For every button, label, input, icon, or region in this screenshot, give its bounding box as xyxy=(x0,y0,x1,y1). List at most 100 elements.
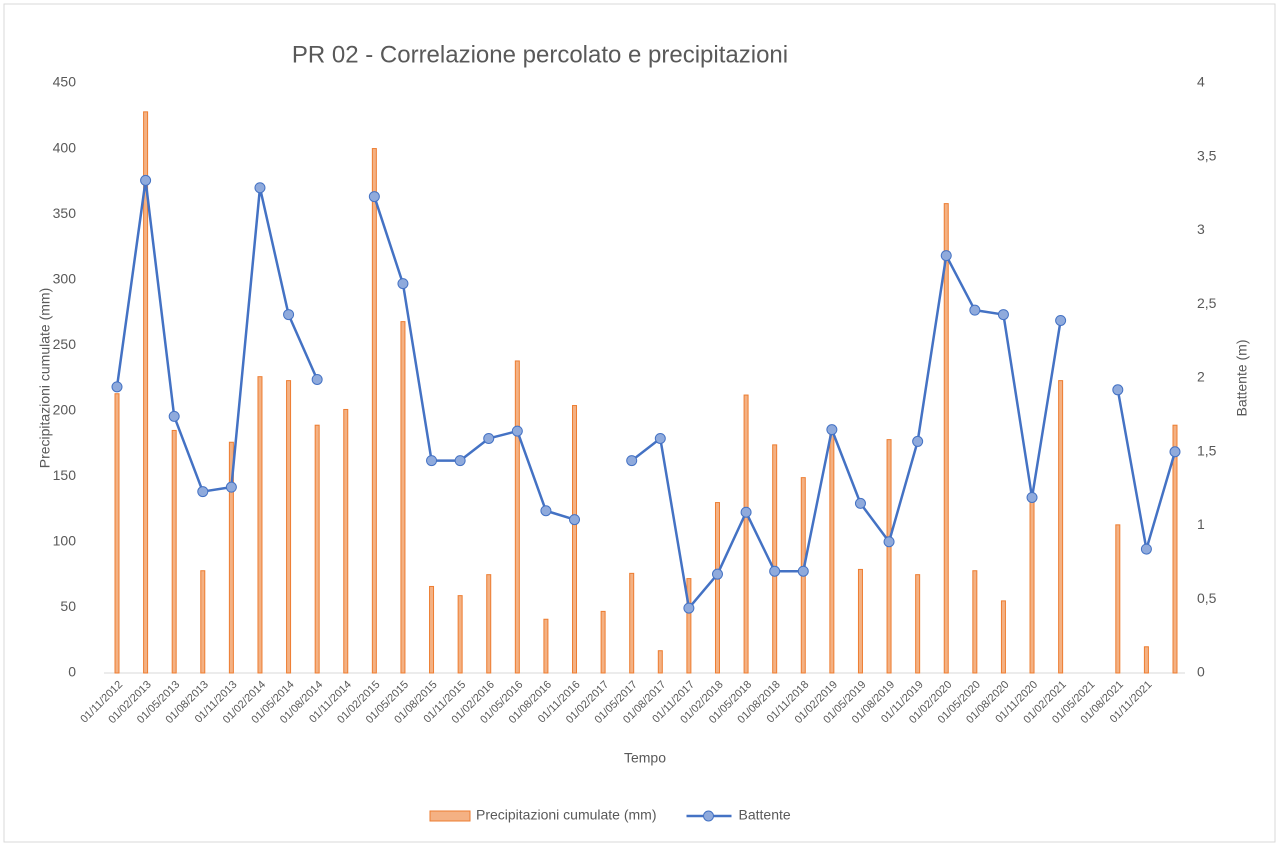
marker xyxy=(769,565,781,577)
marker xyxy=(940,250,952,262)
y-tick-label: 400 xyxy=(53,139,77,155)
bar xyxy=(200,570,206,674)
bar xyxy=(915,574,921,674)
bar xyxy=(371,148,377,674)
x-axis-label: Tempo xyxy=(624,750,666,766)
bar xyxy=(600,610,606,674)
bar xyxy=(543,618,549,674)
y-tick-label: 150 xyxy=(53,467,77,483)
marker xyxy=(883,536,895,548)
marker xyxy=(140,174,152,186)
y-tick-label: 50 xyxy=(60,598,76,614)
bar xyxy=(686,578,692,674)
bar xyxy=(228,441,234,674)
marker xyxy=(283,309,295,321)
bar xyxy=(1172,424,1178,674)
bar xyxy=(343,408,349,674)
marker xyxy=(1112,384,1124,396)
marker xyxy=(311,373,323,385)
bar xyxy=(1000,600,1006,674)
y2-tick-label: 3,5 xyxy=(1197,147,1217,163)
legend-swatch xyxy=(429,810,471,822)
bar xyxy=(972,570,978,674)
marker xyxy=(969,304,981,316)
y2-tick-label: 0 xyxy=(1197,664,1205,680)
marker xyxy=(483,432,495,444)
marker xyxy=(511,425,523,437)
bar xyxy=(657,650,663,674)
bar xyxy=(1143,646,1149,674)
marker xyxy=(997,309,1009,321)
y-tick-label: 450 xyxy=(53,74,77,90)
line xyxy=(373,196,575,521)
marker xyxy=(1026,491,1038,503)
y-tick-label: 250 xyxy=(53,336,77,352)
bar xyxy=(314,424,320,674)
marker xyxy=(254,182,266,194)
y2-tick-label: 1,5 xyxy=(1197,442,1217,458)
bar xyxy=(171,429,177,674)
bar xyxy=(943,203,949,674)
legend-label: Battente xyxy=(739,807,791,823)
chart-title: PR 02 - Correlazione percolato e precipi… xyxy=(292,41,788,68)
line xyxy=(630,254,1062,610)
bar xyxy=(429,585,435,674)
bar xyxy=(143,111,149,674)
marker xyxy=(368,191,380,203)
legend-label: Precipitazioni cumulate (mm) xyxy=(476,807,657,823)
y2-tick-label: 2,5 xyxy=(1197,295,1217,311)
y2-tick-label: 0,5 xyxy=(1197,590,1217,606)
marker xyxy=(225,481,237,493)
marker xyxy=(540,505,552,517)
bar xyxy=(743,394,749,674)
y2-axis-label: Battente (m) xyxy=(1234,339,1250,416)
bar xyxy=(257,376,263,674)
marker xyxy=(1055,314,1067,326)
marker xyxy=(426,455,438,467)
bar xyxy=(886,439,892,674)
marker xyxy=(111,381,123,393)
marker xyxy=(626,455,638,467)
bar xyxy=(514,360,520,674)
bar xyxy=(457,595,463,674)
bar xyxy=(829,433,835,674)
bar xyxy=(714,502,720,674)
marker xyxy=(654,432,666,444)
bar xyxy=(400,321,406,674)
bar xyxy=(857,568,863,674)
marker xyxy=(569,514,581,526)
bar xyxy=(1029,495,1035,674)
y2-tick-label: 4 xyxy=(1197,74,1205,90)
legend-marker xyxy=(703,810,714,822)
bar xyxy=(629,572,635,674)
marker xyxy=(826,424,838,436)
bar xyxy=(1058,380,1064,674)
bar xyxy=(772,444,778,674)
bar xyxy=(1115,524,1121,674)
y2-tick-label: 3 xyxy=(1197,221,1205,237)
y-axis-label: Precipitazioni cumulate (mm) xyxy=(37,288,53,469)
marker xyxy=(683,602,695,614)
line xyxy=(115,179,319,493)
marker xyxy=(1140,543,1152,555)
y-tick-label: 0 xyxy=(68,664,76,680)
marker xyxy=(168,410,180,422)
bar xyxy=(114,393,120,674)
y-tick-label: 350 xyxy=(53,205,77,221)
marker xyxy=(454,455,466,467)
bar xyxy=(286,380,292,674)
marker xyxy=(397,278,409,290)
y2-tick-label: 1 xyxy=(1197,516,1205,532)
marker xyxy=(797,565,809,577)
bar xyxy=(572,405,578,674)
y-tick-label: 300 xyxy=(53,270,77,286)
y-tick-label: 100 xyxy=(53,533,77,549)
y2-tick-label: 2 xyxy=(1197,369,1205,385)
bar xyxy=(486,574,492,674)
chart-border xyxy=(3,3,1276,843)
y-tick-label: 200 xyxy=(53,401,77,417)
marker xyxy=(711,568,723,580)
marker xyxy=(197,486,209,498)
marker xyxy=(854,497,866,509)
